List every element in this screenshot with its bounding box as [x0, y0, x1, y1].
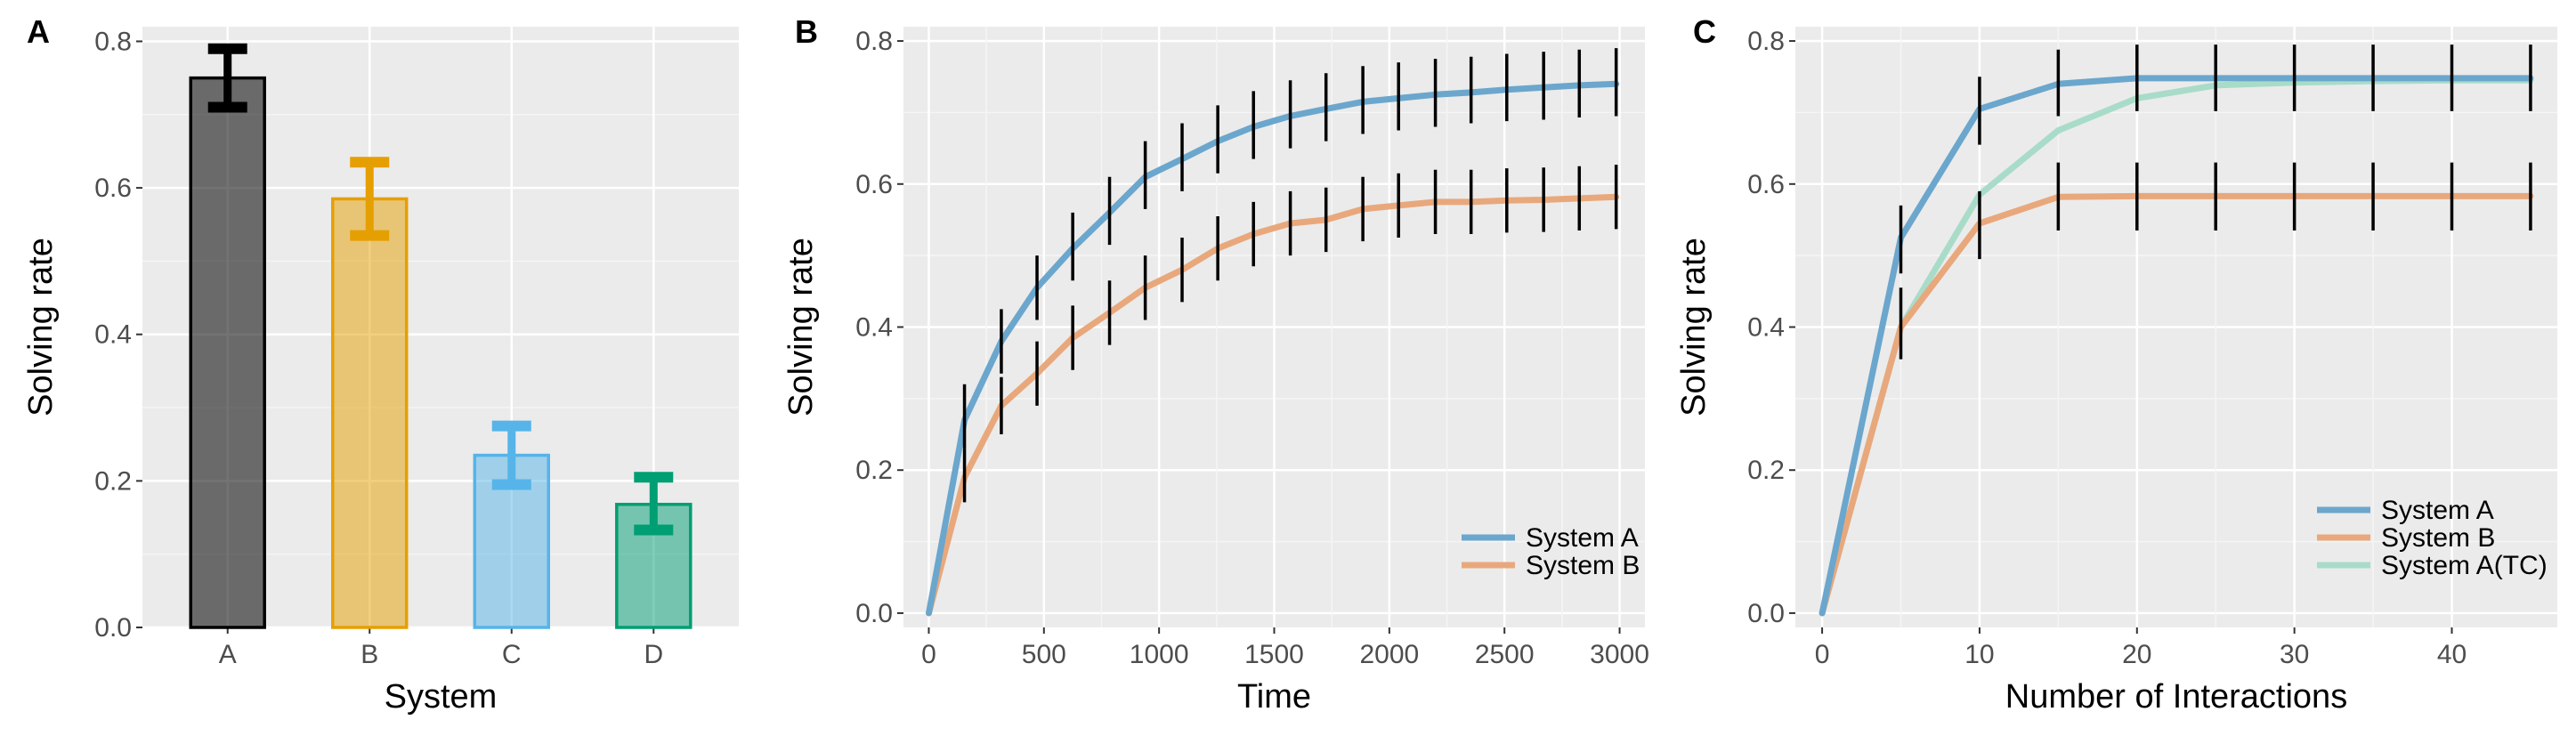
panel-label: A	[27, 13, 50, 50]
x-axis-title: Time	[1237, 678, 1311, 716]
y-tick-label: 0.2	[94, 466, 132, 496]
bar	[331, 197, 409, 629]
y-axis-title: Solving rate	[782, 238, 820, 417]
y-tick-label: 0.2	[855, 456, 893, 485]
y-tick-label: 0.8	[94, 27, 132, 56]
y-tick-label: 0.4	[1747, 313, 1785, 343]
x-tick-label: 2000	[1359, 640, 1419, 669]
y-tick-label: 0.0	[855, 599, 893, 628]
x-tick-label: 40	[2437, 640, 2467, 669]
x-tick-label: A	[219, 640, 237, 669]
x-tick-label: 10	[1964, 640, 1994, 669]
series-line	[926, 80, 1620, 617]
x-tick-label: B	[360, 640, 378, 669]
x-tick-label: C	[502, 640, 522, 669]
y-tick-label: 0.0	[1747, 599, 1785, 628]
x-tick-label: 1000	[1130, 640, 1189, 669]
bar	[189, 76, 266, 629]
panel-label: B	[795, 13, 818, 50]
x-tick-label: 500	[1022, 640, 1066, 669]
y-tick-label: 0.4	[855, 313, 893, 343]
y-tick-label: 0.6	[94, 174, 132, 203]
chart-panel-b: 0.0 0.2 0.4 0.6 0.8 0 500 1000 1500 2000 2500 3000 T…	[782, 13, 1649, 716]
y-tick-label: 0.8	[1747, 27, 1785, 56]
y-tick-label: 0.2	[1747, 456, 1785, 485]
x-axis-title: System	[385, 678, 498, 716]
x-tick-label: D	[644, 640, 663, 669]
y-tick-label: 0.8	[855, 27, 893, 56]
x-tick-label: 20	[2122, 640, 2151, 669]
x-tick-label: 0	[1815, 640, 1830, 669]
y-axis-title: Solving rate	[22, 238, 60, 417]
legend-label: System A	[1526, 523, 1639, 553]
y-tick-label: 0.6	[855, 170, 893, 199]
x-axis-title: Number of Interactions	[2005, 678, 2347, 716]
y-axis-title: Solving rate	[1675, 238, 1713, 417]
series-line	[926, 193, 1620, 617]
y-tick-label: 0.6	[1747, 170, 1785, 199]
x-tick-label: 3000	[1590, 640, 1649, 669]
series-line	[1819, 192, 2534, 617]
y-tick-label: 0.4	[94, 320, 132, 350]
chart-panel-c: 0.0 0.2 0.4 0.6 0.8 0 10 20 30 40 Number of Intera…	[1675, 13, 2557, 716]
x-tick-label: 1500	[1244, 640, 1304, 669]
x-tick-label: 0	[921, 640, 936, 669]
chart-panel-a: 0.0 0.2 0.4 0.6 0.8 A B C D System Solving rate A	[22, 13, 739, 716]
y-tick-label: 0.0	[94, 613, 132, 643]
legend-label: System B	[2381, 523, 2495, 553]
panel-label: C	[1693, 13, 1716, 50]
legend-label: System B	[1526, 551, 1640, 580]
series-line	[1819, 75, 2534, 617]
x-tick-label: 2500	[1475, 640, 1535, 669]
x-tick-label: 30	[2280, 640, 2309, 669]
legend-label: System A	[2381, 496, 2494, 525]
legend-label: System A(TC)	[2381, 551, 2548, 580]
